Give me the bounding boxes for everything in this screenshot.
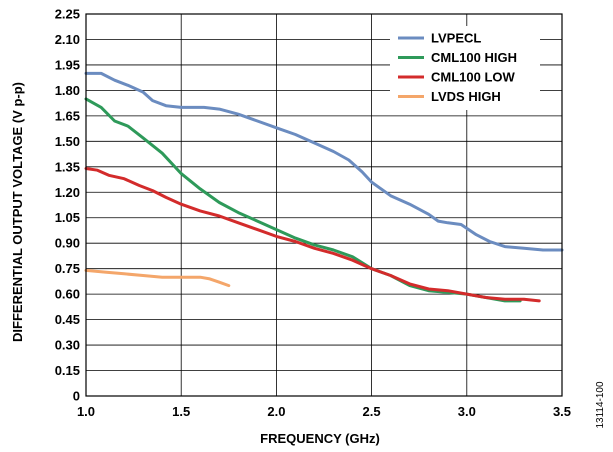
x-tick-label: 1.5 (172, 404, 190, 419)
y-tick-label: 1.80 (55, 83, 80, 98)
y-axis-label: DIFFERENTIAL OUTPUT VOLTAGE (V p-p) (10, 82, 25, 342)
x-tick-label: 2.5 (363, 404, 381, 419)
y-tick-label: 0.45 (55, 312, 80, 327)
y-tick-label: 1.65 (55, 108, 80, 123)
figure-id: 13114-100 (595, 381, 606, 429)
x-axis-label: FREQUENCY (GHz) (260, 431, 380, 446)
x-tick-label: 3.5 (553, 404, 571, 419)
series-lines (84, 71, 564, 303)
y-tick-label: 0.15 (55, 363, 80, 378)
y-tick-label: 1.35 (55, 159, 80, 174)
y-tick-labels: 0 0.15 0.30 0.45 0.60 0.75 0.90 1.05 1.20 1.35 1.5… (55, 7, 80, 404)
y-tick-label: 2.10 (55, 32, 80, 47)
y-tick-label: 1.50 (55, 134, 80, 149)
x-tick-label: 3.0 (458, 404, 476, 419)
x-tick-labels: 1.0 1.5 2.0 2.5 3.0 3.5 (77, 404, 571, 419)
y-tick-label: 0.30 (55, 338, 80, 353)
y-tick-label: 1.05 (55, 210, 80, 225)
y-tick-label: 1.20 (55, 185, 80, 200)
series-line-1 (84, 71, 564, 252)
plot-frame (85, 13, 563, 397)
x-tick-label: 2.0 (267, 404, 285, 419)
legend-label-4: LVDS HIGH (431, 89, 501, 104)
y-tick-label: 1.95 (55, 57, 80, 72)
legend-label-1: LVPECL (431, 31, 481, 46)
series-line-4 (84, 268, 231, 288)
series-line-3 (84, 167, 541, 303)
y-tick-label: 0 (73, 389, 80, 404)
y-tick-label: 0.75 (55, 261, 80, 276)
legend-label-2: CML100 HIGH (431, 50, 517, 65)
x-tick-label: 1.0 (77, 404, 95, 419)
y-tick-label: 2.25 (55, 7, 80, 22)
legend: LVPECL CML100 HIGH CML100 LOW LVDS HIGH (390, 26, 540, 110)
legend-label-3: CML100 LOW (431, 70, 516, 85)
y-tick-label: 0.90 (55, 236, 80, 251)
series-line-2 (84, 97, 522, 303)
y-tick-label: 0.60 (55, 287, 80, 302)
